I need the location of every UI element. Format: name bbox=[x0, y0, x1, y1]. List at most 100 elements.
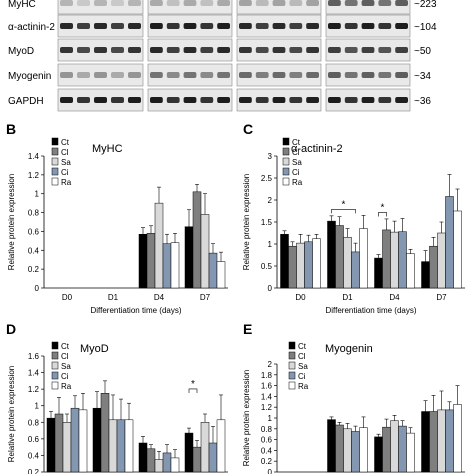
blot-row-label: MyoD bbox=[8, 46, 34, 57]
legend-swatch bbox=[288, 371, 296, 380]
y-tick-label: 1.8 bbox=[261, 371, 273, 380]
blot-band bbox=[328, 23, 341, 29]
panel-letter: B bbox=[6, 121, 16, 137]
blot-band bbox=[150, 23, 163, 29]
x-tick-label: D1 bbox=[342, 293, 353, 302]
y-tick-label: 0 bbox=[268, 284, 273, 293]
legend-label: Ra bbox=[298, 382, 309, 391]
bar bbox=[46, 417, 56, 473]
y-tick-label: 0.6 bbox=[28, 227, 40, 236]
blot-band bbox=[200, 72, 214, 78]
blot-band bbox=[289, 72, 303, 78]
y-tick-label: 2 bbox=[268, 196, 273, 205]
bar bbox=[100, 393, 110, 473]
blot-band bbox=[395, 23, 408, 29]
blot-size-label: ~104 bbox=[414, 22, 437, 33]
chart-title: α-actinin-2 bbox=[291, 143, 343, 155]
legend-swatch bbox=[51, 137, 59, 146]
blot-size-label: ~36 bbox=[414, 96, 431, 107]
blot-band bbox=[183, 72, 197, 78]
blot-box bbox=[236, 0, 322, 15]
legend-label: Ci bbox=[61, 168, 69, 177]
blot-band bbox=[272, 97, 286, 103]
legend-swatch bbox=[288, 341, 296, 350]
legend-label: Ra bbox=[61, 178, 72, 187]
blot-band bbox=[128, 47, 141, 53]
blot-band bbox=[255, 97, 269, 103]
significance-label: * bbox=[191, 379, 195, 390]
bar bbox=[374, 436, 383, 473]
blot-band bbox=[77, 0, 90, 6]
blot-band bbox=[150, 47, 163, 53]
y-tick-label: 3 bbox=[268, 152, 273, 161]
blot-band bbox=[328, 72, 341, 78]
bar bbox=[359, 427, 368, 473]
y-tick-label: 1.5 bbox=[261, 218, 273, 227]
y-tick-label: 0.2 bbox=[28, 265, 40, 274]
y-axis-label: Relative protein expression bbox=[242, 174, 251, 271]
x-tick-label: D7 bbox=[200, 293, 211, 302]
blot-band bbox=[289, 0, 303, 6]
blot-band bbox=[217, 97, 230, 103]
blot-band bbox=[77, 23, 90, 29]
blot-band bbox=[217, 72, 230, 78]
blot-band bbox=[183, 47, 197, 53]
blot-size-label: ~50 bbox=[414, 46, 431, 57]
blot-band bbox=[289, 47, 303, 53]
blot-band bbox=[94, 97, 107, 103]
blot-band bbox=[60, 23, 73, 29]
significance-label: * bbox=[381, 202, 385, 213]
y-tick-label: 0.4 bbox=[28, 246, 40, 255]
blot-band bbox=[150, 72, 163, 78]
y-tick-label: 2.5 bbox=[261, 174, 273, 183]
legend-label: Ci bbox=[292, 168, 300, 177]
blot-band bbox=[239, 23, 252, 29]
blot-row-label: GAPDH bbox=[8, 96, 44, 107]
blot-band bbox=[239, 97, 252, 103]
bar bbox=[146, 448, 156, 473]
panel-letter: E bbox=[243, 321, 252, 337]
bar bbox=[280, 234, 289, 289]
blot-band bbox=[344, 47, 358, 53]
blot-band bbox=[128, 72, 141, 78]
y-tick-label: 1 bbox=[268, 240, 273, 249]
y-tick-label: 0.8 bbox=[261, 425, 273, 434]
legend-swatch bbox=[282, 157, 290, 166]
bar bbox=[70, 407, 80, 473]
blot-band bbox=[183, 0, 197, 6]
legend-label: Ct bbox=[298, 342, 307, 351]
blot-band bbox=[94, 23, 107, 29]
blot-band bbox=[289, 23, 303, 29]
chart-title: MyHC bbox=[92, 143, 123, 155]
blot-band bbox=[111, 72, 124, 78]
blot-band bbox=[395, 97, 408, 103]
legend-label: Cl bbox=[61, 352, 69, 361]
significance-bracket bbox=[378, 212, 387, 217]
bar bbox=[445, 196, 454, 289]
bar bbox=[437, 409, 446, 473]
chart-panel-c: Cα-actinin-2 0 0.5 1 1.5 2 2.5 3 Relative protei… bbox=[242, 121, 465, 315]
blot-band bbox=[166, 97, 180, 103]
legend-swatch bbox=[51, 147, 59, 156]
bar bbox=[390, 420, 399, 473]
blot-band bbox=[361, 23, 375, 29]
bar bbox=[429, 411, 438, 473]
legend-swatch bbox=[282, 147, 290, 156]
chart-panel-b: B MyHC 0 0.2 0.4 0.6 0.8 1 1.2 1.4 Relative protei… bbox=[6, 121, 228, 315]
blot-band bbox=[166, 0, 180, 6]
legend-swatch bbox=[282, 177, 290, 186]
bar bbox=[192, 446, 202, 473]
bar bbox=[382, 229, 391, 289]
blot-row-label: α-actinin-2 bbox=[8, 22, 55, 33]
blot-box bbox=[57, 63, 144, 87]
bar bbox=[327, 220, 336, 289]
bar bbox=[304, 241, 313, 289]
blot-band bbox=[395, 47, 408, 53]
blot-band bbox=[344, 97, 358, 103]
bar bbox=[453, 404, 462, 473]
blot-band bbox=[77, 47, 90, 53]
blot-band bbox=[378, 23, 392, 29]
bar bbox=[54, 413, 64, 473]
bar bbox=[208, 442, 218, 473]
x-tick-label: D0 bbox=[62, 293, 73, 302]
